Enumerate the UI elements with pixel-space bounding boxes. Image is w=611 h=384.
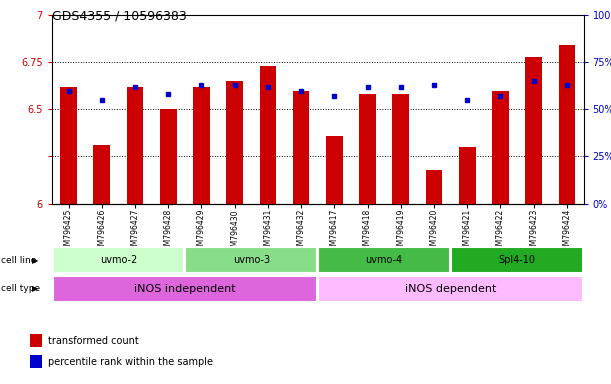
- Text: cell type: cell type: [1, 285, 40, 293]
- Bar: [160, 109, 177, 204]
- Bar: [459, 147, 475, 204]
- Bar: [326, 136, 343, 204]
- Text: iNOS independent: iNOS independent: [134, 284, 236, 294]
- Bar: [30, 334, 42, 347]
- Bar: [318, 276, 583, 302]
- Bar: [452, 247, 583, 273]
- Bar: [492, 91, 509, 204]
- Bar: [53, 276, 317, 302]
- Bar: [60, 87, 77, 204]
- Bar: [392, 94, 409, 204]
- Bar: [260, 66, 276, 204]
- Text: percentile rank within the sample: percentile rank within the sample: [48, 357, 213, 367]
- Text: uvmo-2: uvmo-2: [100, 255, 137, 265]
- Text: uvmo-3: uvmo-3: [233, 255, 270, 265]
- Bar: [93, 145, 110, 204]
- Text: GDS4355 / 10596383: GDS4355 / 10596383: [52, 10, 187, 23]
- Text: iNOS dependent: iNOS dependent: [405, 284, 496, 294]
- Bar: [525, 57, 542, 204]
- Bar: [53, 247, 184, 273]
- Text: ▶: ▶: [32, 256, 38, 265]
- Text: cell line: cell line: [1, 256, 36, 265]
- Bar: [293, 91, 309, 204]
- Text: uvmo-4: uvmo-4: [365, 255, 403, 265]
- Bar: [226, 81, 243, 204]
- Bar: [126, 87, 144, 204]
- Bar: [193, 87, 210, 204]
- Bar: [359, 94, 376, 204]
- Text: transformed count: transformed count: [48, 336, 139, 346]
- Bar: [558, 45, 575, 204]
- Text: Spl4-10: Spl4-10: [499, 255, 536, 265]
- Bar: [186, 247, 317, 273]
- Bar: [318, 247, 450, 273]
- Text: ▶: ▶: [32, 285, 38, 293]
- Bar: [426, 170, 442, 204]
- Bar: [30, 355, 42, 367]
